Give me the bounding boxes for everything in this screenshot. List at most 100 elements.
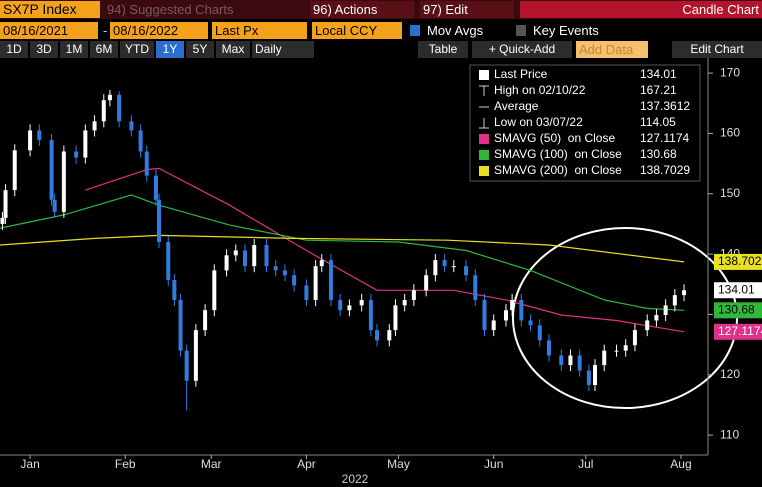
- add-data[interactable]: Add Data: [576, 41, 648, 58]
- candle-body: [359, 299, 364, 306]
- candle-body: [393, 305, 398, 331]
- candle-body: [451, 266, 456, 268]
- candle-body: [12, 150, 17, 191]
- range-button[interactable]: 1Y: [156, 41, 184, 58]
- candle-body: [101, 100, 106, 122]
- candle-body: [224, 255, 229, 271]
- key-events-checkbox[interactable]: [516, 25, 526, 36]
- legend-symbol: [479, 85, 489, 96]
- candle-body: [252, 245, 257, 267]
- candle-body: [138, 130, 143, 152]
- legend-label: SMAVG (200) on Close: [494, 163, 622, 177]
- legend-value: 167.21: [640, 83, 677, 97]
- x-tick-label: Apr: [297, 457, 316, 471]
- candle-body: [28, 130, 33, 151]
- legend-swatch: [479, 134, 489, 144]
- legend-box: [469, 64, 701, 182]
- legend-label: SMAVG (50) on Close: [494, 131, 615, 145]
- candle-body: [328, 260, 333, 300]
- candle-body: [37, 130, 42, 141]
- currency-select[interactable]: Local CCY: [312, 22, 402, 39]
- ticker[interactable]: SX7P Index: [0, 1, 100, 18]
- period-select[interactable]: Daily: [252, 41, 314, 58]
- candle-body: [338, 299, 343, 311]
- value-tag: [714, 323, 762, 340]
- candle-body: [3, 190, 8, 218]
- x-tick-label: Aug: [670, 457, 691, 471]
- quick-add[interactable]: + Quick-Add: [472, 41, 572, 58]
- candle-body: [593, 365, 598, 386]
- moving-average-line: [0, 234, 685, 263]
- candle-body: [602, 350, 607, 366]
- candle-body: [387, 330, 392, 341]
- candle-body: [672, 295, 677, 306]
- x-tick-label: Jan: [20, 457, 39, 471]
- candle-body: [577, 355, 582, 371]
- value-tag-label: 138.7029: [718, 254, 762, 268]
- key-events[interactable]: Key Events: [533, 23, 599, 38]
- candle-body: [107, 94, 112, 101]
- x-tick-label: Feb: [115, 457, 136, 471]
- value-tag-label: 134.01: [718, 282, 755, 296]
- value-tag: [714, 282, 762, 299]
- edit-chart[interactable]: Edit Chart: [672, 41, 762, 58]
- range-button[interactable]: YTD: [120, 41, 154, 58]
- candle-body: [92, 121, 97, 131]
- candle-body: [144, 151, 149, 176]
- candle-body: [464, 266, 469, 276]
- range-bar: 1D 3D 1M 6M YTD 1Y 5Y Max Daily Table + Quick-Add A…: [0, 40, 762, 59]
- candle-body: [411, 290, 416, 300]
- legend: Last Price 134.01 High on 02/10/22 167.21 Av…: [469, 64, 701, 182]
- range-button[interactable]: 1D: [0, 41, 28, 58]
- candle-body: [375, 330, 380, 341]
- candle-body: [203, 310, 208, 331]
- candle-body: [83, 130, 88, 158]
- title-bar: SX7P Index 94) Suggested Charts 96) Acti…: [0, 0, 762, 19]
- candle-body: [184, 350, 189, 381]
- x-year: 2022: [342, 472, 369, 486]
- moving-average-line: [0, 194, 685, 311]
- candle-body: [153, 175, 158, 200]
- candle-body: [424, 275, 429, 291]
- actions-menu[interactable]: 96) Actions: [310, 1, 414, 18]
- range-button[interactable]: 5Y: [186, 41, 214, 58]
- start-date[interactable]: 08/16/2021: [0, 22, 98, 39]
- candle-body: [157, 199, 162, 243]
- candle-body: [52, 199, 57, 212]
- candle-body: [473, 275, 478, 300]
- field-select[interactable]: Last Px: [212, 22, 307, 39]
- value-tag-label: 130.68: [718, 302, 755, 316]
- legend-value: 127.1174: [640, 131, 689, 145]
- legend-label: SMAVG (100) on Close: [494, 147, 622, 161]
- range-button[interactable]: 1M: [60, 41, 88, 58]
- settings-bar: 08/16/2021 - 08/16/2022 Last Px Local CC…: [0, 21, 762, 40]
- edit-menu[interactable]: 97) Edit: [420, 1, 514, 18]
- candle-body: [61, 151, 66, 212]
- range-button[interactable]: 6M: [90, 41, 118, 58]
- candle-body: [117, 94, 122, 122]
- candle-body: [663, 305, 668, 316]
- candle-body: [632, 330, 637, 346]
- mov-avgs[interactable]: Mov Avgs: [427, 23, 484, 38]
- candle-body: [172, 280, 177, 300]
- range-button[interactable]: 3D: [30, 41, 58, 58]
- legend-value: 137.3612: [640, 99, 690, 113]
- x-tick-label: May: [387, 457, 410, 471]
- y-tick-label: 150: [720, 186, 740, 200]
- range-button[interactable]: Max: [216, 41, 250, 58]
- candle-body: [0, 217, 5, 224]
- candle-body: [292, 275, 297, 286]
- candle-body: [654, 315, 659, 321]
- mov-avgs-checkbox[interactable]: [410, 25, 420, 36]
- legend-symbol: [479, 118, 489, 129]
- table-button[interactable]: Table: [418, 41, 468, 58]
- y-tick-label: 120: [720, 367, 740, 381]
- candle-body: [519, 299, 524, 321]
- candle-body: [212, 270, 217, 311]
- suggested-charts[interactable]: 94) Suggested Charts: [104, 1, 304, 18]
- candle-body: [74, 151, 79, 158]
- legend-value: 134.01: [640, 67, 677, 81]
- legend-label: Average: [494, 99, 539, 113]
- end-date[interactable]: 08/16/2022: [110, 22, 208, 39]
